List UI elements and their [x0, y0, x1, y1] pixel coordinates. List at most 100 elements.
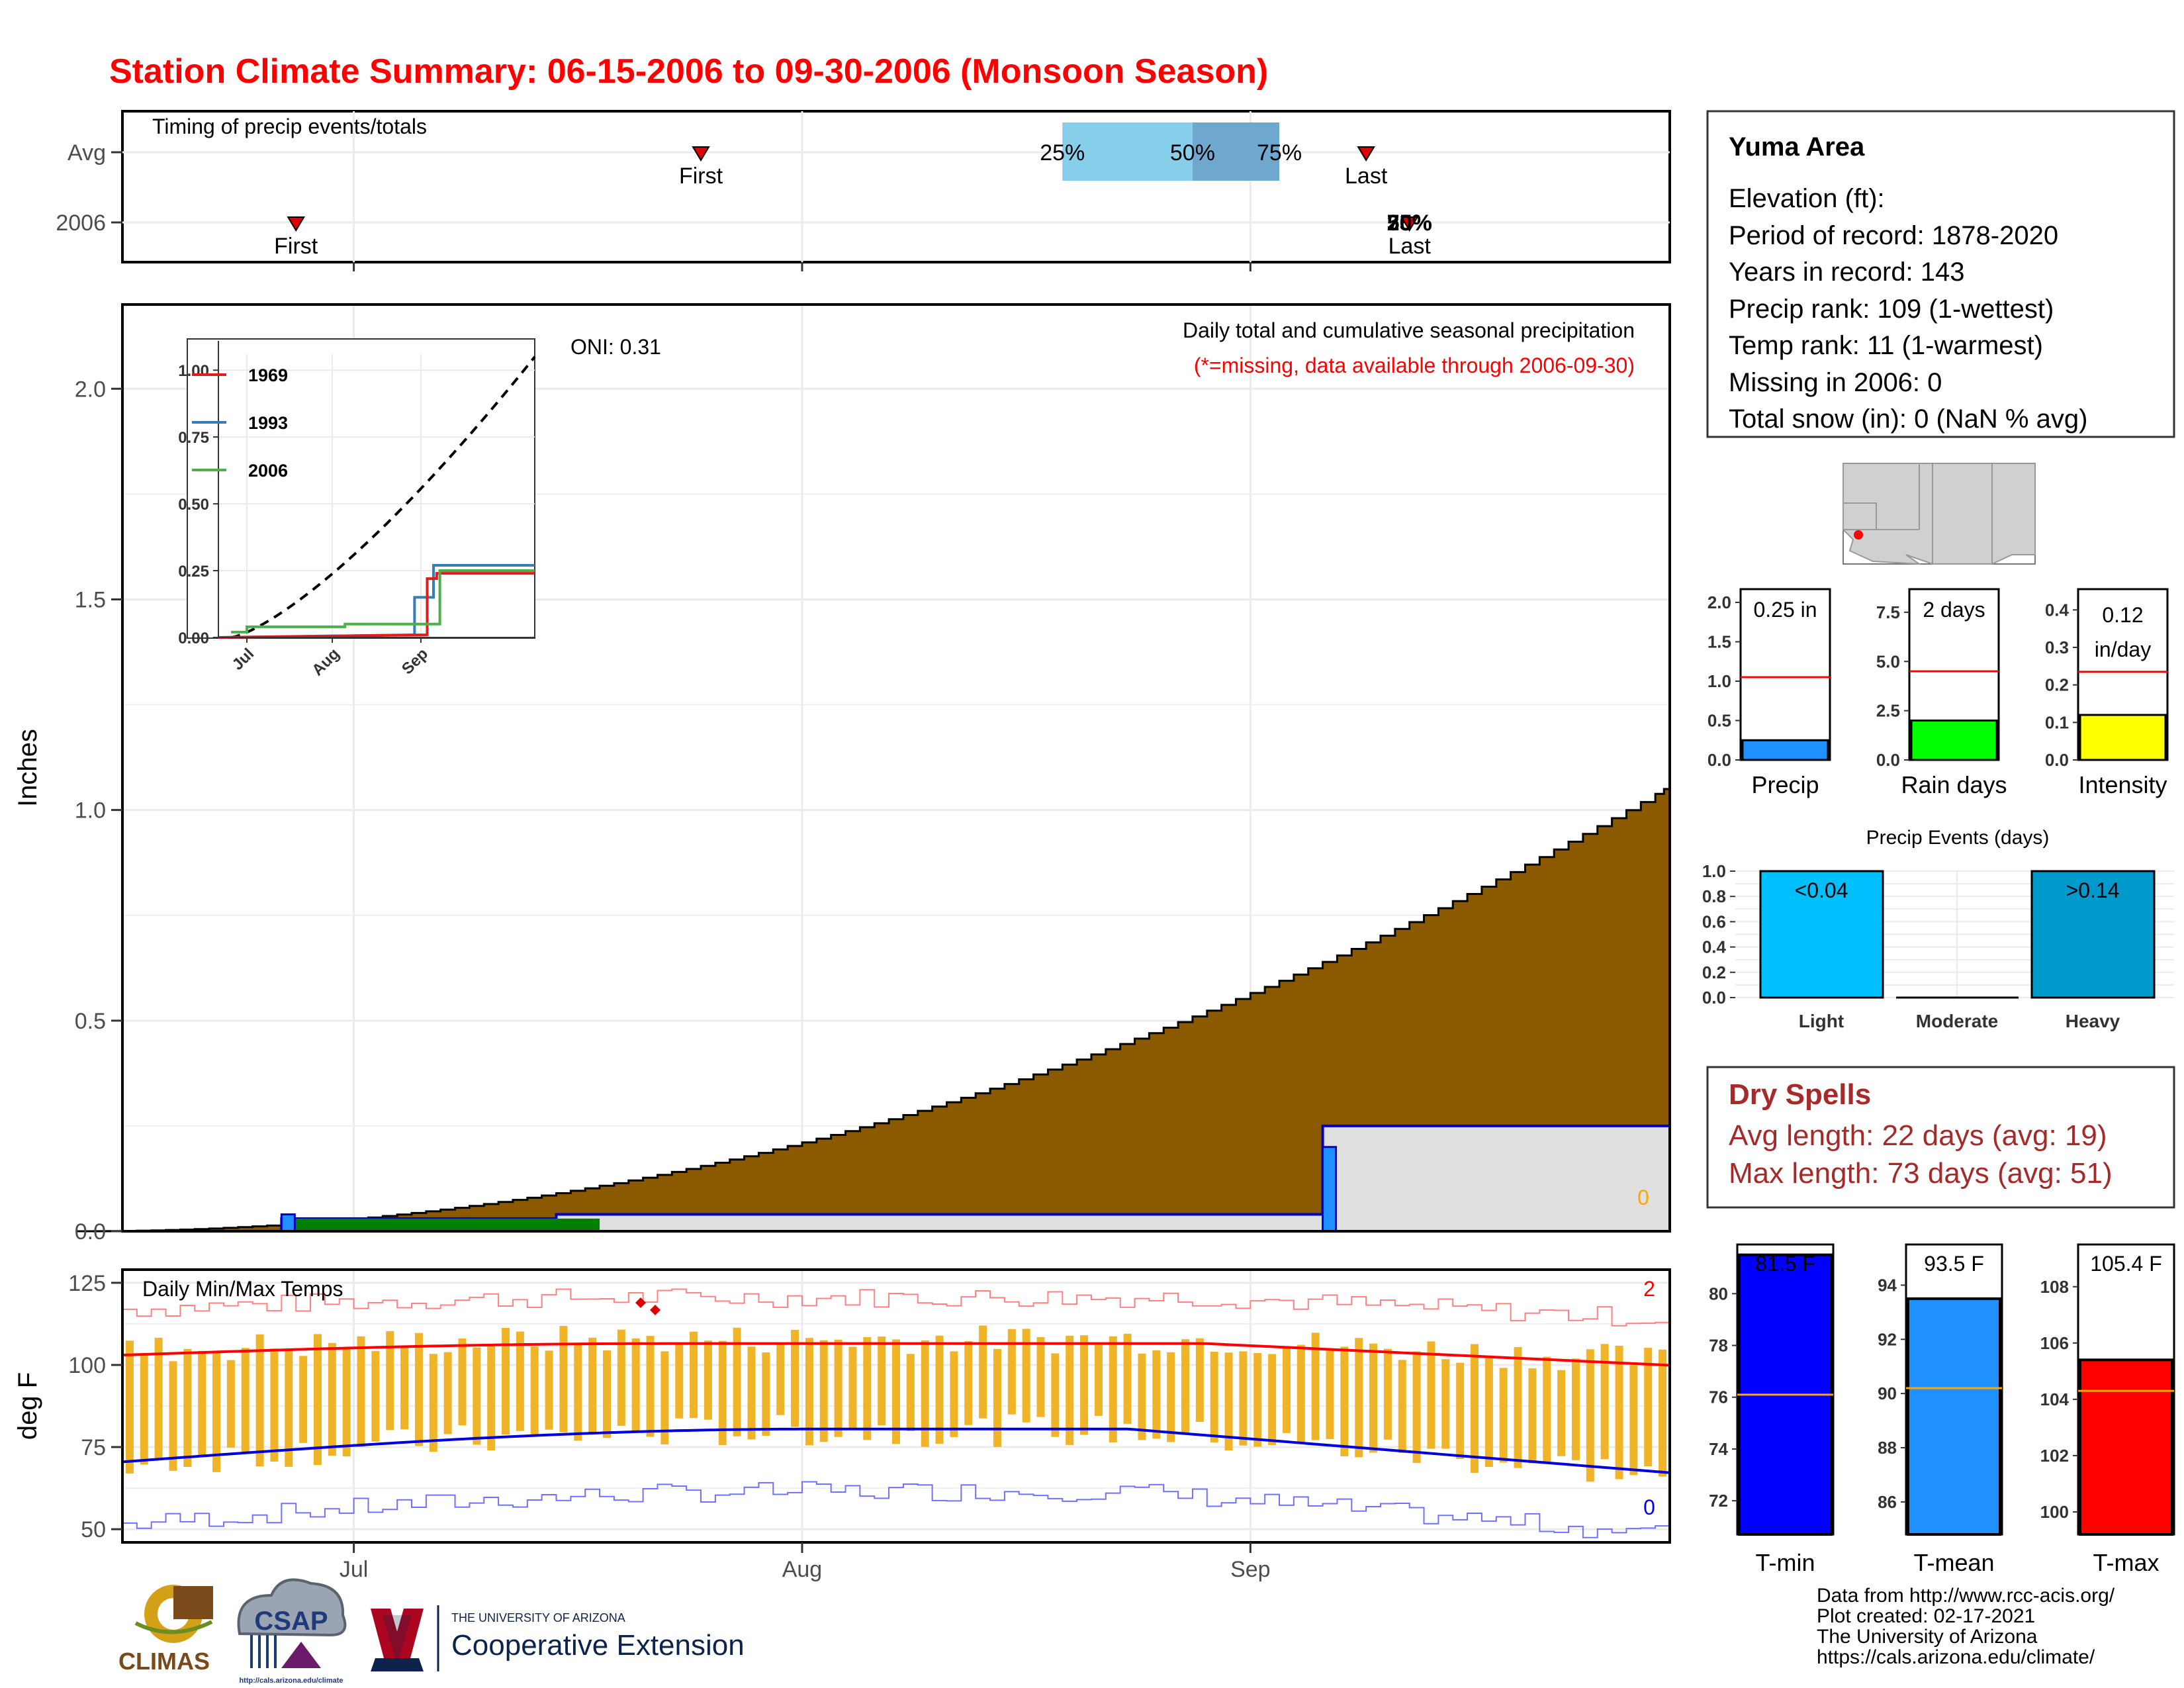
temps-y-axis-label: deg F — [13, 1372, 42, 1440]
timing-q50-label: 50% — [1170, 140, 1215, 165]
precip-events-title: Precip Events (days) — [1866, 827, 2050, 849]
summary-y-tick-label: 2.5 — [1876, 701, 1900, 721]
temp-summary-y-tick-label: 106 — [2040, 1333, 2069, 1353]
summary-y-tick-label: 1.5 — [1707, 632, 1731, 652]
y-tick-label: 1.5 — [75, 587, 106, 612]
summary-y-tick-label: 0.2 — [2045, 675, 2069, 695]
daily-temp-range-bar — [1659, 1349, 1667, 1477]
daily-temp-range-bar — [921, 1340, 929, 1447]
y-tick-label: 75 — [81, 1435, 106, 1460]
timing-q25-label: 25% — [1040, 140, 1085, 165]
daily-temp-range-bar — [1268, 1354, 1277, 1446]
daily-temp-range-bar — [1066, 1335, 1074, 1445]
x-tick-label: Jul — [340, 1557, 368, 1582]
daily-temp-range-bar — [443, 1352, 452, 1434]
temp-summary-y-tick-label: 108 — [2040, 1277, 2069, 1297]
daily-temp-range-bar — [1543, 1356, 1551, 1463]
csap-logo-url: http://cals.arizona.edu/climate — [239, 1677, 343, 1685]
daily-temp-range-bar — [1355, 1338, 1363, 1458]
inset-line-2006 — [231, 569, 535, 633]
record-high-line — [122, 1288, 1670, 1327]
temp-summary-y-tick-label: 94 — [1878, 1275, 1897, 1295]
temp-summary-y-tick-label: 86 — [1878, 1492, 1897, 1512]
daily-temp-range-bar — [791, 1329, 799, 1427]
daily-temp-range-bar — [299, 1356, 308, 1443]
daily-temp-range-bar — [747, 1346, 756, 1440]
average-min-temp-line — [122, 1427, 1670, 1474]
summary-y-tick-label: 0.5 — [1707, 711, 1731, 731]
daily-temp-range-bar — [1253, 1352, 1262, 1447]
inset-y-tick-label: 0.00 — [178, 630, 209, 647]
average-max-temp-line — [122, 1342, 1670, 1367]
events-y-tick-label: 0.6 — [1702, 912, 1726, 931]
timing-2006-q50-overlap: 50% — [1387, 211, 1432, 236]
daily-temp-range-bar — [906, 1354, 915, 1431]
summary-bar-text: 0.25 in — [1753, 598, 1817, 622]
station-temp-rank: Temp rank: 11 (1-warmest) — [1729, 331, 2043, 360]
dry-spells-max: Max length: 73 days (avg: 51) — [1729, 1157, 2113, 1190]
summary-bar-label: Intensity — [2078, 771, 2167, 798]
daily-temp-range-bar — [386, 1331, 394, 1430]
summary-bar-value — [1741, 739, 1829, 761]
temp-summary-y-tick-label: 76 — [1709, 1387, 1728, 1407]
events-bar-label: Moderate — [1916, 1011, 1998, 1031]
summary-bar-label: Rain days — [1901, 771, 2007, 798]
station-precip-rank: Precip rank: 109 (1-wettest) — [1729, 295, 2054, 324]
daily-temp-range-bar — [1571, 1358, 1580, 1460]
daily-temp-range-bar — [1036, 1336, 1045, 1417]
daily-temp-range-bar — [559, 1326, 568, 1432]
timing-row-label-2006: 2006 — [56, 211, 106, 236]
daily-temp-range-bar — [1123, 1333, 1132, 1424]
timing-iqr-q25-q50 — [1062, 122, 1193, 181]
timing-iqr-q50-q75 — [1192, 122, 1280, 181]
daily-temp-range-bar — [516, 1331, 524, 1431]
daily-temp-range-bar — [1499, 1368, 1508, 1463]
daily-temp-range-bar — [834, 1339, 842, 1437]
x-tick-label: Aug — [782, 1557, 823, 1582]
climas-logo: CLIMAS — [118, 1585, 213, 1675]
station-elevation: Elevation (ft): — [1729, 184, 1885, 213]
daily-temp-range-bar — [690, 1331, 698, 1419]
daily-temp-range-bar — [631, 1338, 640, 1433]
x-tick-label: Sep — [1230, 1557, 1271, 1582]
daily-temp-range-bar — [1224, 1352, 1233, 1451]
daily-temp-range-bar — [1484, 1355, 1493, 1467]
daily-temp-range-bar — [1022, 1329, 1030, 1423]
summary-y-tick-label: 0.0 — [1707, 750, 1731, 770]
daily-temp-range-bar — [212, 1352, 221, 1472]
temps-title: Daily Min/Max Temps — [142, 1277, 343, 1301]
temp-summary-t-min: 72 74 76 78 80 81.5 F T-min — [1709, 1243, 1835, 1576]
y-tick-label: 50 — [81, 1517, 106, 1542]
daily-temp-range-bar — [1427, 1341, 1435, 1449]
daily-temp-range-bar — [1412, 1351, 1421, 1464]
station-period: Period of record: 1878-2020 — [1729, 221, 2058, 250]
dry-spells-avg: Avg length: 22 days (avg: 19) — [1729, 1119, 2107, 1152]
ua-logo-small-text: THE UNIVERSITY OF ARIZONA — [451, 1611, 625, 1624]
events-bar-light — [1759, 870, 1884, 999]
timing-2006-first-label: First — [274, 234, 318, 259]
summary-bar-text: in/day — [2095, 637, 2151, 661]
daily-temp-range-bar — [878, 1336, 886, 1426]
daily-temp-range-bar — [241, 1348, 250, 1453]
precip-events-chart: Precip Events (days) 0.0 0.2 0.4 0.6 0.8 1.0 <… — [1702, 827, 2174, 1031]
daily-temp-range-bar — [198, 1350, 206, 1458]
daily-temp-range-bar — [1644, 1348, 1653, 1467]
temp-summary-y-tick-label: 88 — [1878, 1438, 1897, 1458]
daily-temp-range-bar — [718, 1340, 727, 1445]
daily-temp-range-bar — [545, 1350, 553, 1430]
seasonal-summary-bars: 0.0 0.5 1.0 1.5 2.0 0.25 in Precip 0.0 2.5 5.0 7.5… — [1707, 588, 2169, 798]
daily-temp-range-bar — [414, 1333, 423, 1446]
summary-y-tick-label: 5.0 — [1876, 651, 1900, 671]
timing-title: Timing of precip events/totals — [152, 115, 427, 138]
timing-row-label-avg: Avg — [68, 140, 106, 165]
y-tick-label: 1.0 — [75, 798, 106, 823]
station-location-marker — [1854, 530, 1863, 539]
precip-main-chart: 0.0 0.5 1.0 1.5 2.0 Inches Daily total and c… — [13, 303, 1671, 1244]
temp-summary-label: T-mean — [1913, 1549, 1994, 1576]
events-bar-text: <0.04 — [1795, 878, 1848, 902]
temp-summary-y-tick-label: 78 — [1709, 1336, 1728, 1356]
daily-temp-range-bar — [1094, 1344, 1103, 1416]
record-high-marker — [635, 1297, 646, 1308]
inset-legend-1969: 1969 — [248, 365, 288, 385]
daily-temp-range-bar — [1282, 1348, 1291, 1433]
